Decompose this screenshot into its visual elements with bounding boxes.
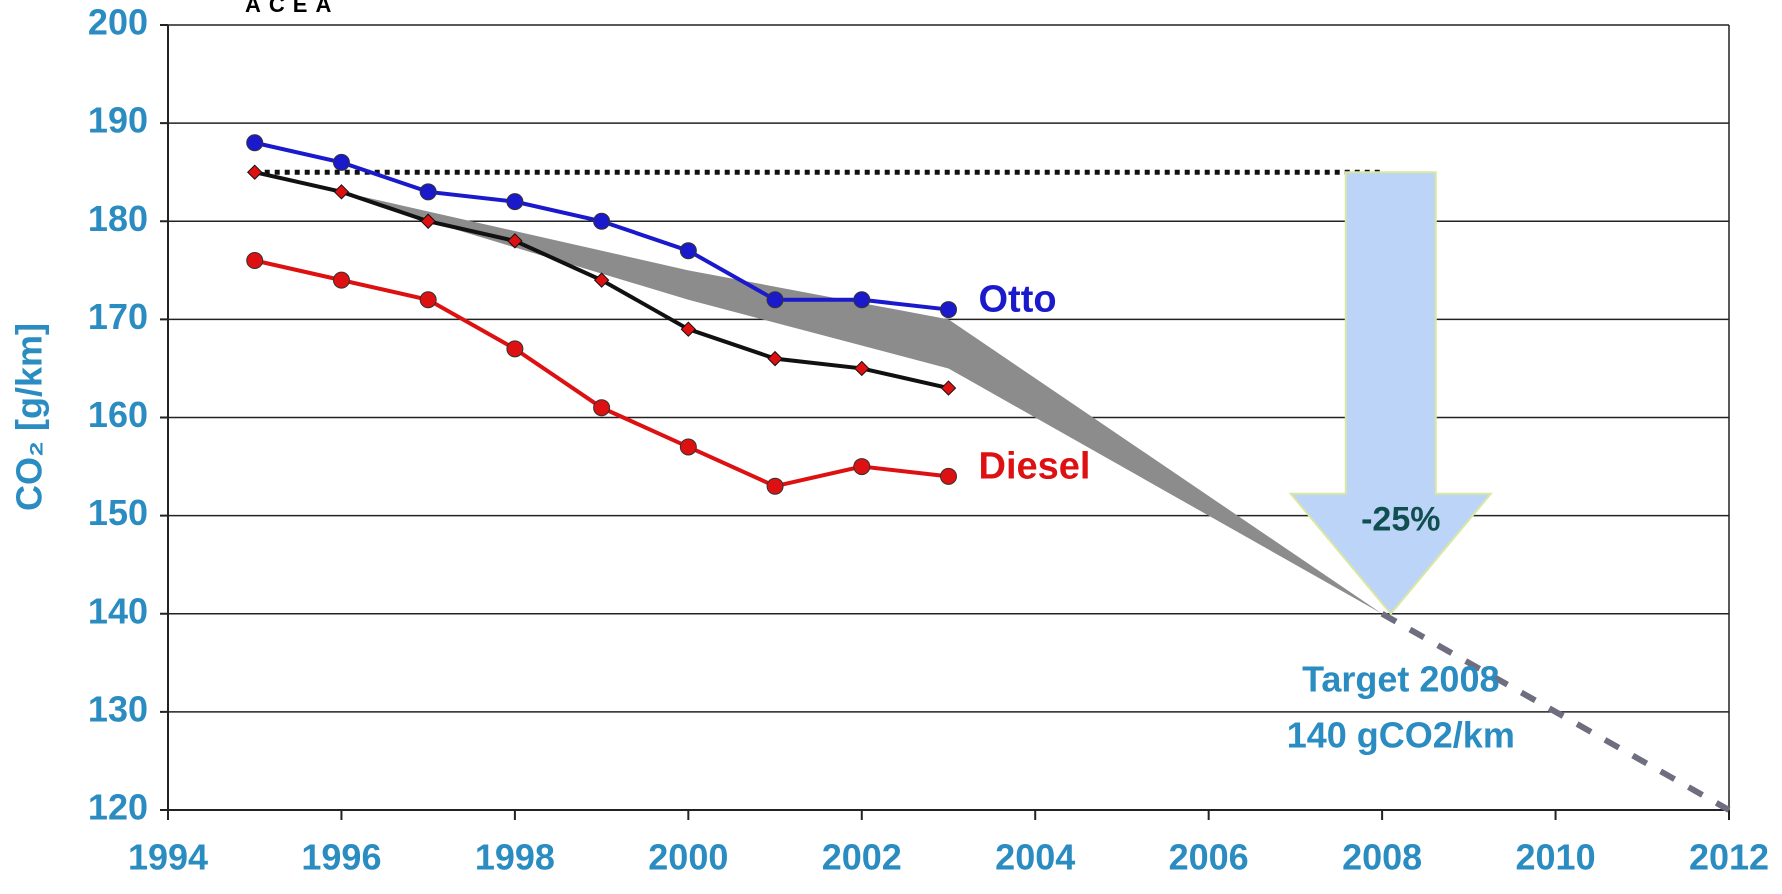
x-tick-label: 2004: [995, 837, 1075, 878]
marker: [420, 213, 436, 229]
marker: [940, 467, 957, 485]
y-tick-label: 190: [88, 100, 148, 141]
marker: [766, 291, 784, 309]
x-tick-label: 1998: [475, 837, 555, 878]
marker: [419, 291, 437, 309]
marker: [332, 153, 350, 171]
x-tick-label: 1996: [301, 837, 381, 878]
marker: [767, 350, 783, 367]
x-tick-label: 1994: [128, 837, 208, 878]
marker: [593, 272, 610, 288]
x-tick-label: 2012: [1689, 837, 1769, 878]
y-tick-label: 140: [88, 590, 148, 631]
marker: [333, 184, 350, 200]
x-tick-label: 2006: [1169, 837, 1249, 878]
y-tick-label: 150: [88, 492, 148, 533]
marker: [853, 458, 871, 476]
band: [341, 191, 1383, 614]
x-tick-label: 2000: [648, 837, 728, 878]
trend-line: [1380, 611, 1731, 813]
x-tick-label: 2002: [822, 837, 902, 878]
x-tick-label: 2010: [1516, 837, 1596, 878]
marker: [854, 360, 870, 377]
x-tick-label: 2008: [1342, 837, 1422, 878]
y-tick-label: 130: [88, 688, 148, 729]
series-label: Diesel: [979, 445, 1091, 487]
marker: [940, 301, 957, 319]
series-label: Otto: [979, 279, 1057, 321]
y-tick-label: 160: [88, 394, 148, 435]
marker: [247, 164, 263, 180]
marker: [679, 438, 697, 456]
arrow-label: -25%: [1361, 501, 1440, 539]
y-tick-label: 180: [88, 198, 148, 239]
marker: [506, 340, 524, 358]
marker: [593, 212, 611, 230]
y-tick-label: 200: [88, 2, 148, 43]
marker: [940, 380, 957, 396]
series-line: [254, 258, 949, 489]
target-label: Target 2008: [1302, 658, 1499, 699]
y-axis-title: CO₂ [g/km]: [9, 323, 50, 511]
target-label: 140 gCO2/km: [1287, 714, 1515, 755]
marker: [246, 252, 264, 269]
marker: [332, 271, 350, 289]
marker: [679, 242, 697, 260]
marker: [680, 321, 697, 337]
y-tick-label: 170: [88, 296, 148, 337]
arrow: [1288, 171, 1493, 616]
marker: [506, 193, 524, 211]
source: ACEA: [245, 0, 339, 17]
marker: [593, 399, 611, 417]
marker: [853, 291, 871, 309]
y-tick-label: 120: [88, 787, 148, 828]
marker: [246, 134, 264, 152]
marker: [507, 233, 523, 249]
marker: [419, 183, 437, 201]
marker: [766, 477, 784, 495]
